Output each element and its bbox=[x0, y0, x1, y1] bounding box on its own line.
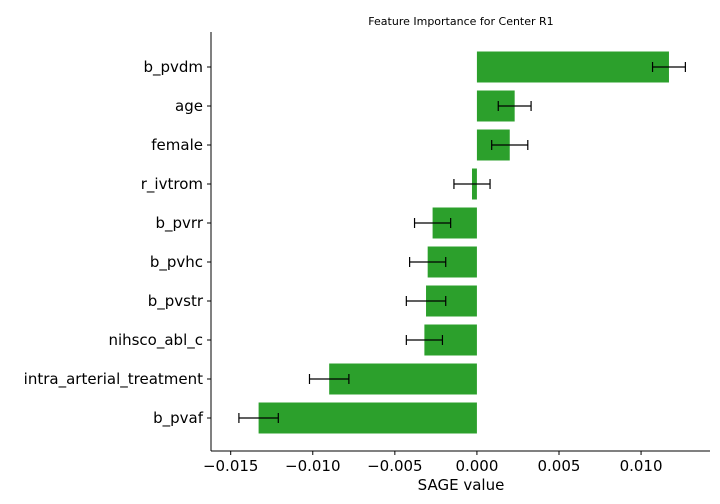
y-tick-label-r_ivtrom: r_ivtrom bbox=[141, 175, 203, 194]
y-tick-label-b_pvdm: b_pvdm bbox=[143, 58, 203, 77]
error-bars-layer bbox=[238, 62, 686, 423]
y-tick-label-b_pvstr: b_pvstr bbox=[148, 292, 204, 311]
x-tick-label: −0.015 bbox=[203, 457, 259, 475]
bars-layer bbox=[258, 51, 669, 434]
x-tick-label: 0.000 bbox=[455, 457, 498, 475]
y-tick-label-female: female bbox=[151, 136, 203, 154]
x-axis-ticks: −0.015 −0.010 −0.005 0.000 0.005 0.010 bbox=[203, 451, 663, 475]
y-tick-label-b_pvhc: b_pvhc bbox=[150, 253, 203, 272]
x-axis-label: SAGE value bbox=[418, 476, 505, 494]
x-tick-label: 0.005 bbox=[538, 457, 581, 475]
x-tick-label: −0.005 bbox=[367, 457, 423, 475]
bar-intra_arterial_treatment bbox=[329, 363, 477, 395]
y-tick-label-intra_arterial_treatment: intra_arterial_treatment bbox=[24, 370, 203, 389]
y-tick-label-nihsco_abl_c: nihsco_abl_c bbox=[108, 331, 203, 350]
y-tick-label-age: age bbox=[175, 97, 203, 115]
bar-b_pvaf bbox=[258, 402, 477, 434]
y-tick-label-b_pvrr: b_pvrr bbox=[156, 214, 204, 233]
x-tick-label: −0.010 bbox=[285, 457, 341, 475]
y-tick-label-b_pvaf: b_pvaf bbox=[153, 409, 204, 428]
x-tick-label: 0.010 bbox=[620, 457, 663, 475]
bar-b_pvdm bbox=[476, 51, 669, 83]
chart-title: Feature Importance for Center R1 bbox=[368, 15, 553, 28]
